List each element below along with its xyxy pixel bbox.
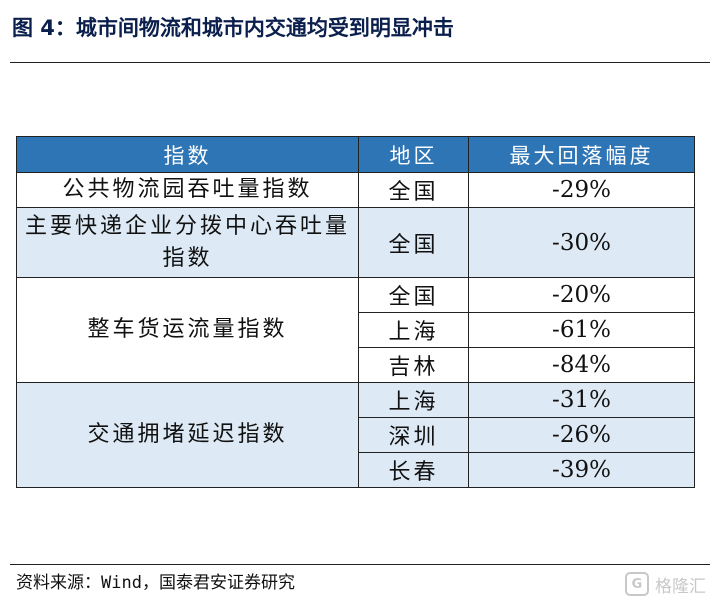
header-index: 指数	[16, 136, 359, 173]
value-cell: -84%	[468, 347, 695, 383]
source-note: 资料来源：Wind，国泰君安证券研究	[16, 573, 295, 593]
table-row: 整车货运流量指数 全国 -20%	[16, 277, 695, 383]
bottom-divider	[10, 564, 710, 565]
figure-title: 图 4：城市间物流和城市内交通均受到明显冲击	[12, 16, 454, 40]
value-cell: -26%	[468, 417, 695, 453]
region-cell: 全国	[358, 172, 469, 208]
header-region: 地区	[358, 136, 469, 173]
table-row: 主要快递企业分拨中心吞吐量指数 全国 -30%	[16, 207, 695, 278]
value-cell: -20%	[468, 277, 695, 313]
index-name: 整车货运流量指数	[16, 277, 359, 383]
top-divider	[10, 62, 710, 63]
table-header-row: 指数 地区 最大回落幅度	[16, 136, 695, 173]
table-row: 交通拥堵延迟指数 上海 -31%	[16, 382, 695, 488]
index-name: 主要快递企业分拨中心吞吐量指数	[16, 207, 359, 278]
value-cell: -29%	[468, 172, 695, 208]
table-row: 公共物流园吞吐量指数 全国 -29%	[16, 172, 695, 208]
watermark: G 格隆汇	[625, 572, 706, 597]
value-cell: -31%	[468, 382, 695, 418]
watermark-text: 格隆汇	[655, 576, 706, 597]
watermark-logo-icon: G	[625, 572, 649, 596]
region-cell: 长春	[358, 452, 469, 488]
region-cell: 深圳	[358, 417, 469, 453]
header-max-decline: 最大回落幅度	[468, 136, 695, 173]
value-cell: -30%	[468, 207, 695, 278]
value-cell: -39%	[468, 452, 695, 488]
region-cell: 全国	[358, 277, 469, 313]
index-name: 交通拥堵延迟指数	[16, 382, 359, 488]
region-cell: 上海	[358, 382, 469, 418]
region-cell: 吉林	[358, 347, 469, 383]
region-cell: 全国	[358, 207, 469, 278]
value-cell: -61%	[468, 312, 695, 348]
data-table: 指数 地区 最大回落幅度 公共物流园吞吐量指数 全国 -29% 主要快递企业分拨…	[16, 136, 695, 488]
region-cell: 上海	[358, 312, 469, 348]
index-name: 公共物流园吞吐量指数	[16, 172, 359, 208]
